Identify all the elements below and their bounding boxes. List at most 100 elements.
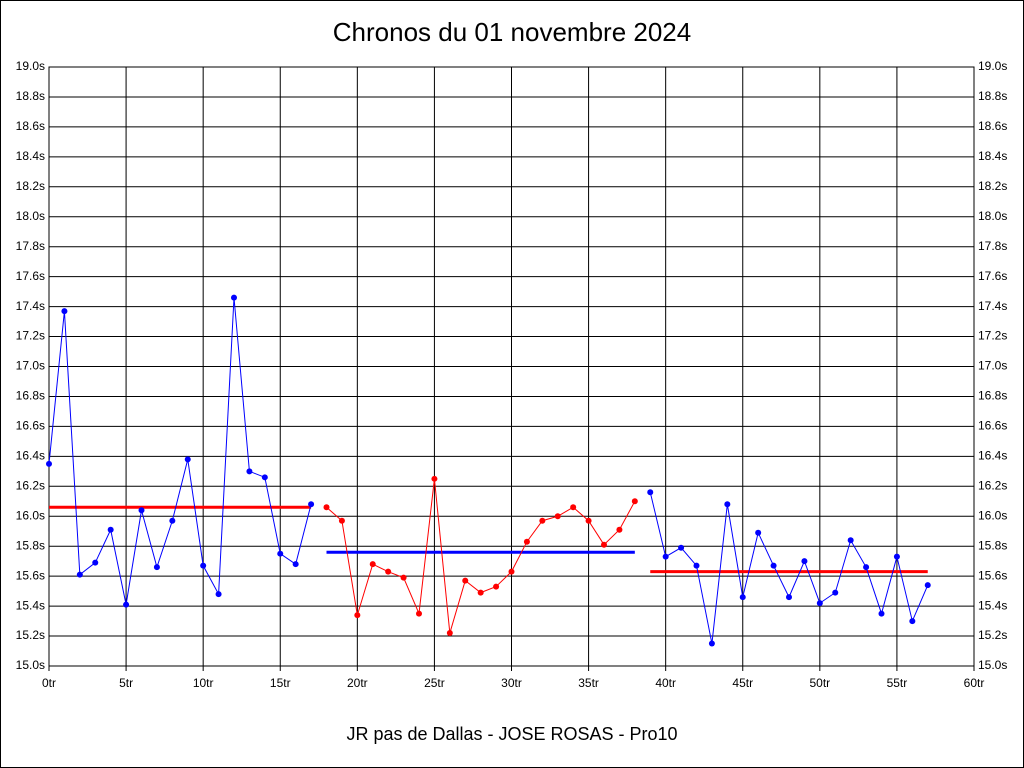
data-point — [76, 571, 83, 578]
x-tick-label: 15tr — [270, 676, 291, 690]
data-point — [801, 558, 808, 565]
data-point — [385, 568, 392, 575]
y2-tick-label: 18.6s — [978, 119, 1007, 133]
y-tick-label: 15.0s — [16, 658, 45, 672]
y-tick-label: 15.6s — [16, 568, 45, 582]
data-point — [169, 517, 176, 524]
data-point — [708, 640, 715, 647]
data-point — [338, 517, 345, 524]
data-point — [816, 600, 823, 607]
data-point — [431, 475, 438, 482]
data-point — [832, 589, 839, 596]
data-point — [123, 601, 130, 608]
y2-tick-label: 17.8s — [978, 239, 1007, 253]
y2-tick-label: 15.0s — [978, 658, 1007, 672]
x-tick-label: 0tr — [42, 676, 56, 690]
chart-title: Chronos du 01 novembre 2024 — [333, 17, 691, 47]
data-point — [693, 562, 700, 569]
data-point — [138, 507, 145, 514]
y-tick-label: 17.0s — [16, 359, 45, 373]
data-point — [153, 564, 160, 571]
data-point — [246, 468, 253, 475]
y2-tick-label: 16.6s — [978, 419, 1007, 433]
x-tick-label: 55tr — [887, 676, 908, 690]
y2-tick-label: 16.2s — [978, 478, 1007, 492]
data-point — [770, 562, 777, 569]
data-point — [863, 564, 870, 571]
x-tick-label: 35tr — [578, 676, 599, 690]
y2-tick-label: 17.6s — [978, 269, 1007, 283]
x-axis-label: JR pas de Dallas - JOSE ROSAS - Pro10 — [346, 724, 677, 744]
y-tick-label: 18.2s — [16, 179, 45, 193]
y-tick-label: 15.4s — [16, 598, 45, 612]
x-tick-label: 5tr — [119, 676, 133, 690]
y2-tick-label: 19.0s — [978, 59, 1007, 73]
data-point — [107, 526, 114, 533]
x-tick-label: 45tr — [732, 676, 753, 690]
data-point — [893, 553, 900, 560]
y-tick-label: 15.8s — [16, 538, 45, 552]
data-point — [847, 537, 854, 544]
y2-tick-label: 18.0s — [978, 209, 1007, 223]
data-point — [493, 583, 500, 590]
data-point — [739, 594, 746, 601]
data-point — [523, 538, 530, 545]
data-point — [323, 504, 330, 511]
data-point — [400, 574, 407, 581]
data-point — [724, 501, 731, 508]
x-tick-label: 25tr — [424, 676, 445, 690]
x-tick-label: 10tr — [193, 676, 214, 690]
data-point — [61, 308, 68, 315]
data-point — [878, 610, 885, 617]
x-tick-label: 30tr — [501, 676, 522, 690]
y-tick-label: 16.4s — [16, 449, 45, 463]
data-point — [354, 612, 361, 619]
y-tick-label: 17.6s — [16, 269, 45, 283]
data-point — [678, 544, 685, 551]
data-point — [446, 630, 453, 637]
x-tick-label: 50tr — [809, 676, 830, 690]
y-tick-label: 16.2s — [16, 478, 45, 492]
data-point — [508, 568, 515, 575]
y2-tick-label: 15.6s — [978, 568, 1007, 582]
data-point — [369, 561, 376, 568]
y2-tick-label: 16.8s — [978, 389, 1007, 403]
x-tick-label: 20tr — [347, 676, 368, 690]
data-point — [585, 517, 592, 524]
y-tick-label: 17.4s — [16, 299, 45, 313]
data-point — [570, 504, 577, 511]
y2-tick-label: 15.2s — [978, 628, 1007, 642]
data-point — [277, 550, 284, 557]
data-point — [755, 529, 762, 536]
y-tick-label: 16.0s — [16, 508, 45, 522]
data-point — [184, 456, 191, 463]
data-point — [924, 582, 931, 589]
x-tick-label: 40tr — [655, 676, 676, 690]
y-tick-label: 16.8s — [16, 389, 45, 403]
data-point — [292, 561, 299, 568]
data-point — [215, 591, 222, 598]
y-tick-label: 18.6s — [16, 119, 45, 133]
y2-tick-label: 16.0s — [978, 508, 1007, 522]
y-tick-label: 16.6s — [16, 419, 45, 433]
data-point — [601, 541, 607, 548]
y2-tick-label: 17.2s — [978, 329, 1007, 343]
data-point — [631, 498, 638, 505]
data-point — [462, 577, 469, 584]
y-tick-label: 17.8s — [16, 239, 45, 253]
y-tick-label: 18.8s — [16, 89, 45, 103]
y-tick-label: 18.4s — [16, 149, 45, 163]
data-point — [200, 562, 207, 569]
data-point — [308, 501, 315, 508]
x-tick-label: 60tr — [964, 676, 985, 690]
y2-tick-label: 18.2s — [978, 179, 1007, 193]
y-tick-label: 18.0s — [16, 209, 45, 223]
data-point — [539, 517, 546, 524]
data-point — [909, 618, 916, 625]
data-point — [46, 460, 52, 467]
series-line — [48, 297, 312, 605]
y2-tick-label: 18.8s — [978, 89, 1007, 103]
y2-tick-label: 17.0s — [978, 359, 1007, 373]
data-point — [416, 610, 422, 617]
